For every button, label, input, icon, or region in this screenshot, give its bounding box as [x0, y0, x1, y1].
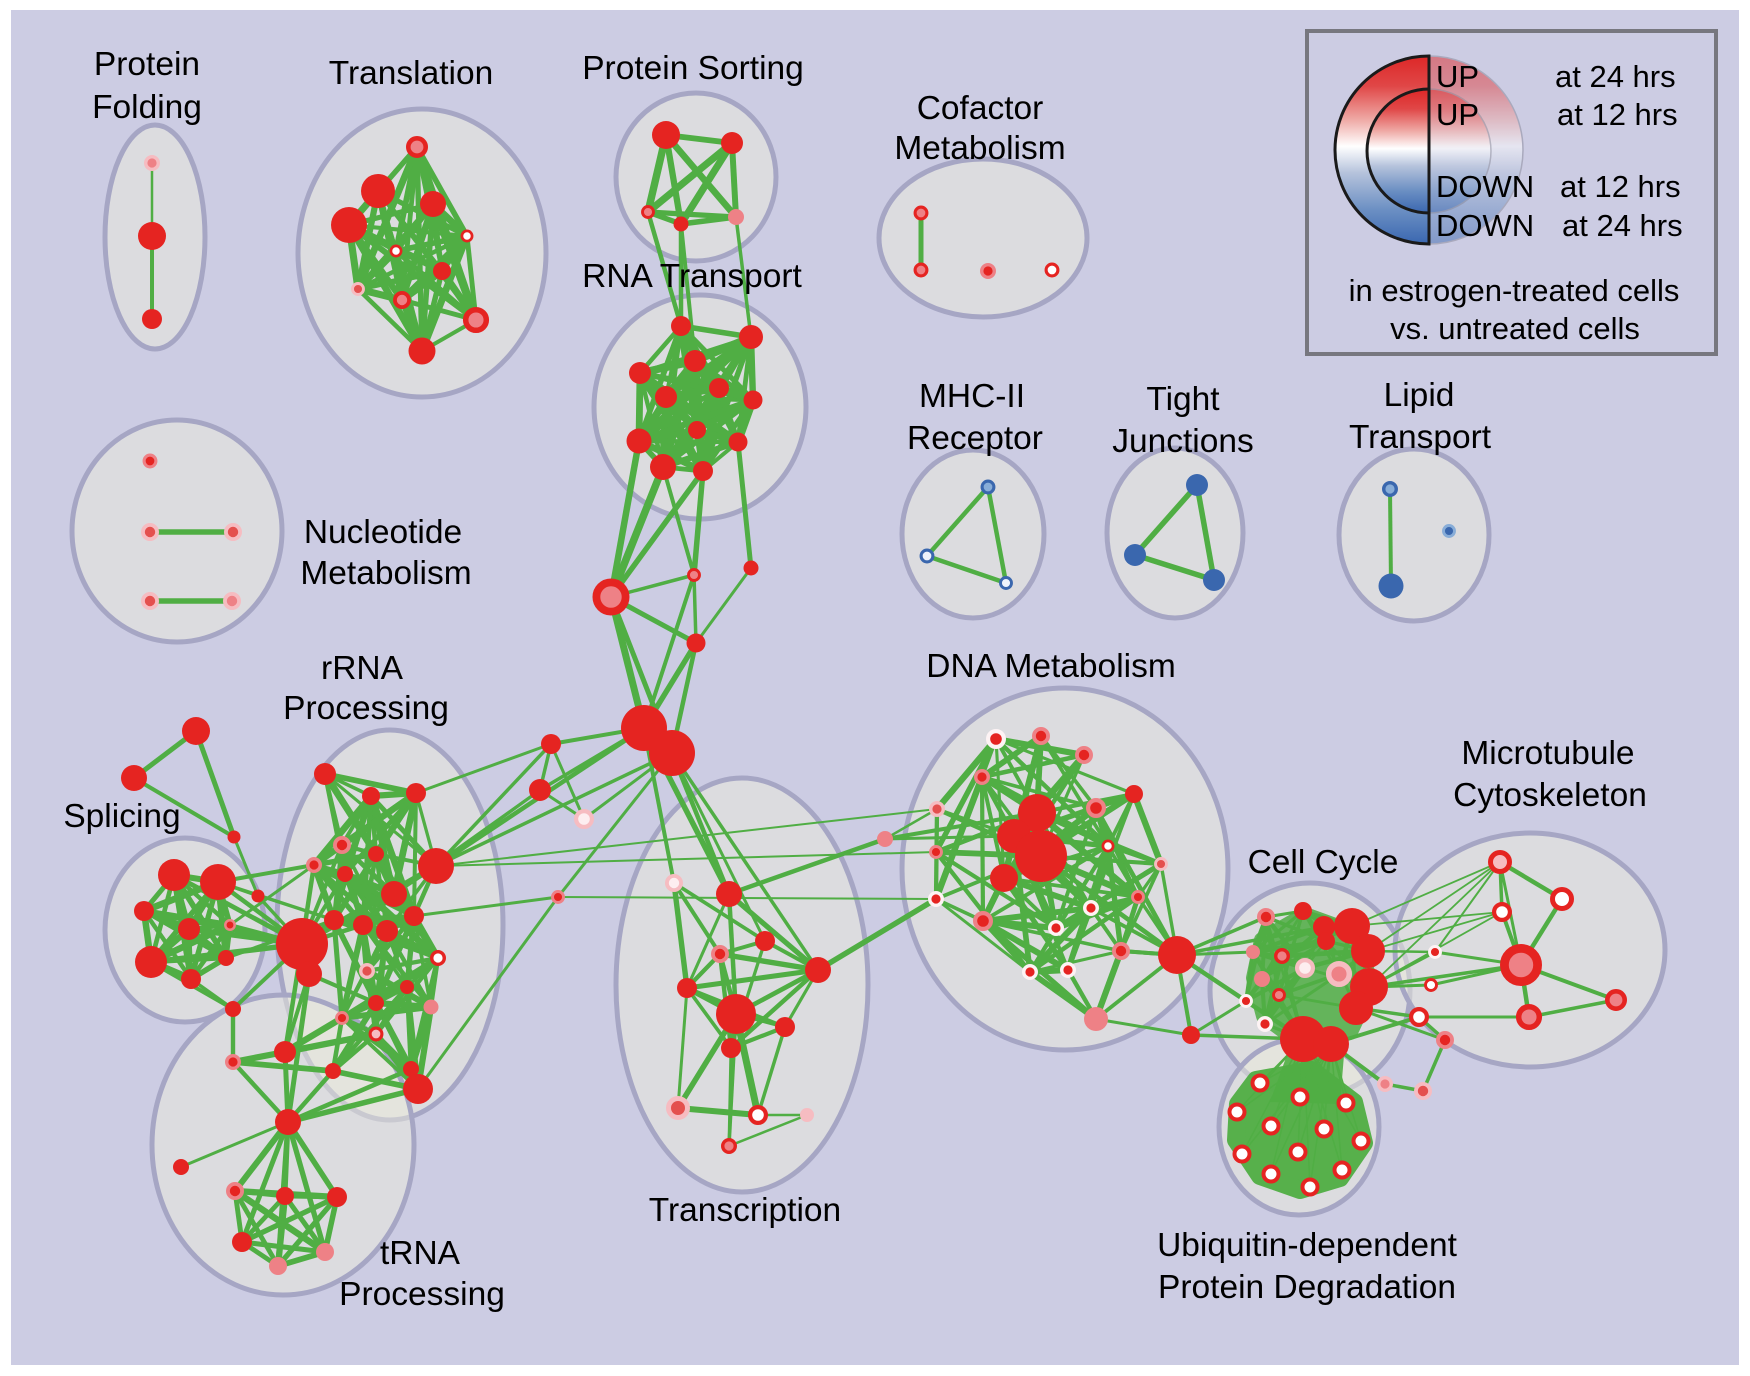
svg-text:Junctions: Junctions — [1112, 423, 1254, 460]
svg-text:UP: UP — [1436, 97, 1479, 132]
svg-text:DNA Metabolism: DNA Metabolism — [926, 648, 1175, 685]
svg-text:Ubiquitin-dependent: Ubiquitin-dependent — [1157, 1227, 1458, 1264]
svg-text:RNA Transport: RNA Transport — [582, 258, 802, 295]
svg-text:at 24 hrs: at 24 hrs — [1555, 59, 1676, 94]
svg-text:vs. untreated cells: vs. untreated cells — [1390, 311, 1640, 346]
svg-text:DOWN: DOWN — [1436, 208, 1534, 243]
svg-text:at 12 hrs: at 12 hrs — [1557, 97, 1678, 132]
svg-text:Receptor: Receptor — [907, 420, 1043, 457]
svg-text:Metabolism: Metabolism — [300, 555, 471, 592]
svg-text:Processing: Processing — [283, 690, 449, 727]
svg-text:Folding: Folding — [92, 89, 202, 126]
svg-text:DOWN: DOWN — [1436, 169, 1534, 204]
svg-text:Microtubule: Microtubule — [1461, 735, 1634, 772]
svg-text:Protein: Protein — [94, 46, 200, 83]
svg-text:Cytoskeleton: Cytoskeleton — [1453, 777, 1647, 814]
svg-text:MHC-II: MHC-II — [919, 378, 1025, 415]
svg-text:Metabolism: Metabolism — [894, 130, 1065, 167]
svg-text:Cofactor: Cofactor — [917, 90, 1044, 127]
svg-text:Transcription: Transcription — [649, 1192, 841, 1229]
svg-text:rRNA: rRNA — [321, 650, 404, 687]
svg-text:Protein Sorting: Protein Sorting — [582, 50, 804, 87]
svg-text:Splicing: Splicing — [63, 798, 180, 835]
svg-text:tRNA: tRNA — [380, 1235, 461, 1272]
svg-text:Transport: Transport — [1349, 419, 1492, 456]
svg-text:UP: UP — [1436, 59, 1479, 94]
svg-text:Cell Cycle: Cell Cycle — [1248, 844, 1399, 881]
svg-text:Nucleotide: Nucleotide — [304, 514, 462, 551]
svg-text:Processing: Processing — [339, 1276, 505, 1313]
svg-text:in estrogen-treated cells: in estrogen-treated cells — [1349, 273, 1680, 308]
svg-text:at 24 hrs: at 24 hrs — [1562, 208, 1683, 243]
svg-text:Translation: Translation — [329, 55, 493, 92]
svg-text:Tight: Tight — [1146, 381, 1220, 418]
svg-text:Protein Degradation: Protein Degradation — [1158, 1269, 1456, 1306]
svg-text:at 12 hrs: at 12 hrs — [1560, 169, 1681, 204]
svg-text:Lipid: Lipid — [1384, 377, 1455, 414]
